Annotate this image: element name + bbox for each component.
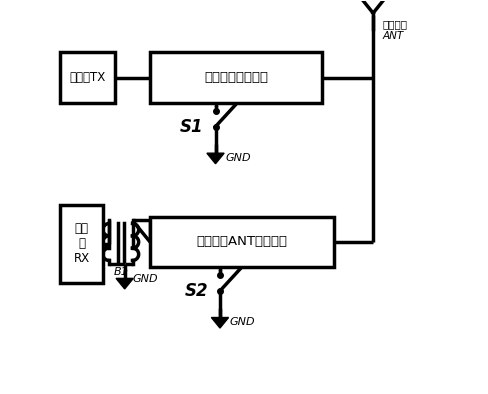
Text: 接收
端
RX: 接收 端 RX bbox=[74, 223, 90, 266]
Polygon shape bbox=[116, 279, 133, 289]
Bar bbox=[150, 52, 322, 103]
Bar bbox=[60, 205, 103, 283]
Text: B1: B1 bbox=[113, 268, 128, 277]
Polygon shape bbox=[207, 153, 224, 164]
Text: GND: GND bbox=[225, 153, 251, 163]
Text: 片外天线ANT匹配网络: 片外天线ANT匹配网络 bbox=[197, 236, 287, 249]
Text: 发射端TX: 发射端TX bbox=[69, 71, 105, 84]
Text: S2: S2 bbox=[184, 282, 208, 300]
Bar bbox=[60, 52, 115, 103]
Text: GND: GND bbox=[133, 274, 158, 284]
Text: GND: GND bbox=[230, 317, 255, 327]
Text: 输出带通滤波网络: 输出带通滤波网络 bbox=[204, 71, 268, 84]
Text: S1: S1 bbox=[180, 117, 204, 136]
Polygon shape bbox=[211, 318, 228, 328]
Text: 片外天线
ANT: 片外天线 ANT bbox=[383, 19, 408, 41]
Bar bbox=[150, 217, 334, 268]
